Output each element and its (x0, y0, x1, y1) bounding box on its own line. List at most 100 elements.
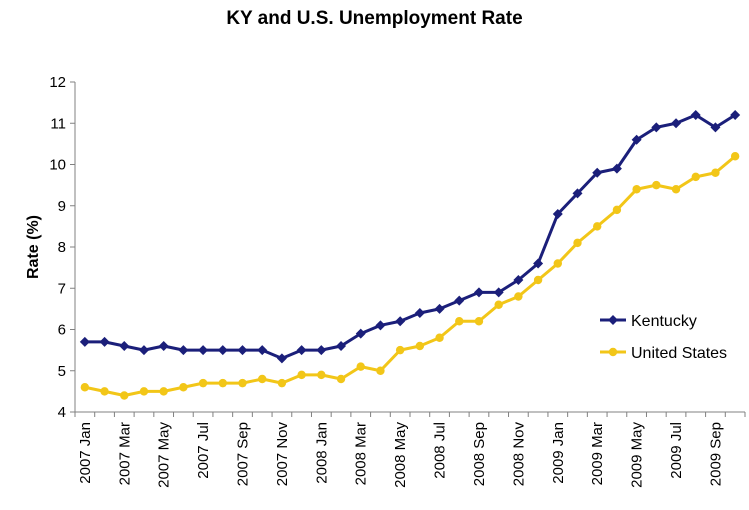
data-point (455, 317, 464, 326)
series-kentucky (79, 110, 741, 364)
y-tick-label: 7 (58, 280, 66, 297)
data-point (376, 366, 385, 375)
legend[interactable]: Kentucky United States (600, 313, 727, 362)
legend-item-united-states[interactable]: United States (600, 345, 727, 362)
series-layer (79, 110, 741, 400)
legend-marker (608, 315, 618, 325)
data-point (100, 387, 109, 396)
data-point (493, 287, 504, 298)
x-tick-label: 2007 Jul (195, 422, 212, 479)
data-point (494, 300, 503, 309)
series-line (84, 155, 737, 397)
x-tick-label: 2008 Nov (510, 422, 527, 487)
y-tick-label: 4 (58, 404, 66, 421)
data-point (99, 336, 110, 347)
x-tick-label: 2007 Mar (116, 422, 133, 485)
data-point (435, 333, 444, 342)
data-point (690, 110, 701, 120)
y-axis-title: Rate (%) (25, 215, 42, 279)
data-point (671, 185, 681, 194)
y-axis-title-group: Rate (%) (25, 215, 42, 279)
data-point (611, 163, 622, 174)
y-tick-label: 8 (58, 239, 66, 256)
data-point (691, 172, 700, 182)
legend-label: Kentucky (631, 313, 697, 330)
data-point (179, 383, 188, 392)
data-point (573, 238, 582, 248)
data-point (553, 259, 562, 268)
x-tick-label: 2009 Jan (550, 422, 567, 484)
data-point (297, 370, 306, 380)
data-point (434, 303, 445, 314)
series-united-states (80, 152, 740, 400)
data-point (80, 383, 90, 392)
data-point (533, 275, 543, 285)
y-tick-label: 5 (58, 363, 66, 380)
data-point (336, 374, 346, 384)
data-point (257, 345, 268, 356)
x-tick-label: 2008 Jul (432, 422, 449, 479)
x-tick-label: 2008 Jan (313, 422, 330, 484)
y-tick-label: 12 (49, 74, 66, 91)
x-tick-label: 2007 Nov (274, 422, 291, 487)
data-point (159, 387, 168, 396)
x-tick-label: 2008 Sep (471, 422, 488, 486)
x-tick-label: 2009 Sep (707, 422, 724, 486)
y-tick-label: 11 (50, 115, 66, 132)
data-point (217, 345, 228, 356)
x-tick-label: 2007 May (156, 422, 173, 488)
x-tick-label: 2008 May (392, 422, 409, 488)
data-point (218, 378, 227, 388)
data-point (711, 168, 720, 177)
data-point (652, 180, 661, 190)
data-point (316, 345, 327, 356)
x-tick-label: 2007 Sep (235, 422, 252, 486)
data-point (415, 341, 425, 351)
data-point (79, 336, 90, 347)
x-tick-label: 2009 Mar (589, 422, 606, 485)
data-point (296, 345, 307, 356)
data-point (317, 370, 326, 380)
data-point (138, 345, 149, 356)
data-point (473, 287, 484, 298)
data-point (533, 258, 544, 269)
x-tick-label: 2008 Mar (353, 422, 370, 485)
data-point (276, 353, 287, 364)
data-point (730, 152, 740, 161)
data-point (552, 209, 563, 219)
data-point (238, 378, 247, 388)
x-tick-label: 2007 Jan (77, 422, 94, 484)
data-point (572, 188, 583, 199)
data-point (631, 134, 642, 145)
data-point (139, 387, 149, 396)
data-point (198, 378, 208, 388)
data-point (336, 341, 347, 351)
chart-title: KY and U.S. Unemployment Rate (226, 8, 523, 29)
data-point (513, 275, 524, 285)
data-point (632, 185, 641, 194)
data-point (414, 308, 425, 318)
data-point (592, 167, 603, 178)
y-tick-label: 6 (58, 322, 66, 339)
data-point (120, 391, 129, 400)
data-point (277, 378, 287, 388)
x-tick-label: 2009 Jul (668, 422, 685, 479)
data-point (355, 328, 366, 339)
data-point (356, 362, 365, 371)
data-point (395, 345, 405, 355)
y-tick-label: 10 (49, 157, 66, 174)
data-point (710, 122, 721, 133)
data-point (119, 341, 130, 351)
data-point (612, 205, 622, 215)
x-tick-label: 2009 May (629, 422, 646, 488)
data-point (651, 122, 662, 133)
axes (74, 82, 745, 413)
y-tick-label: 9 (58, 198, 66, 215)
data-point (395, 316, 406, 327)
series-line (84, 113, 736, 360)
legend-item-kentucky[interactable]: Kentucky (600, 313, 697, 330)
data-point (671, 118, 682, 129)
data-point (514, 292, 523, 301)
data-point (593, 222, 602, 231)
